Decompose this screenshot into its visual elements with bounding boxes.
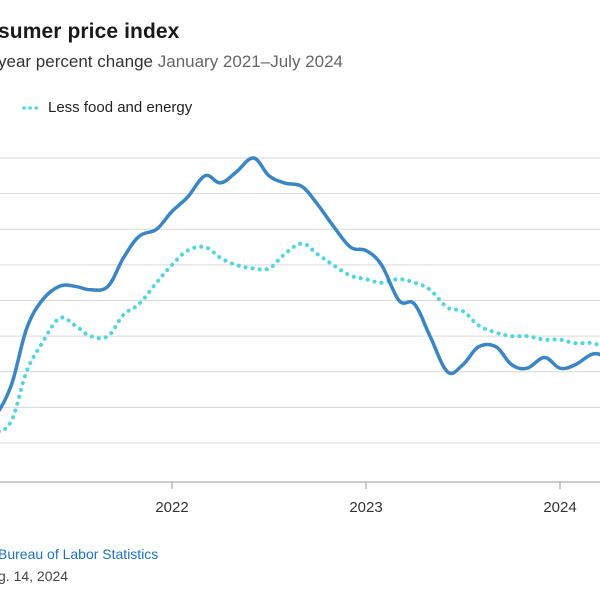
legend-label-core: Less food and energy xyxy=(48,99,193,116)
chart-legend: Less food and energy xyxy=(22,99,192,116)
x-tick-label-2023: 2023 xyxy=(349,499,382,516)
series-line-headline xyxy=(0,156,600,413)
series-line-core xyxy=(0,241,600,434)
gridlines xyxy=(0,157,600,483)
publish-date: g. 14, 2024 xyxy=(0,568,69,584)
chart-title: sumer price index xyxy=(0,20,180,43)
x-tick-label-2024: 2024 xyxy=(543,499,576,516)
subtitle-date-range: January 2021–July 2024 xyxy=(157,52,343,71)
series-lines xyxy=(0,156,600,434)
x-tick-label-2022: 2022 xyxy=(155,499,188,516)
source-credit: Bureau of Labor Statistics xyxy=(0,546,159,562)
subtitle-measure: year percent change xyxy=(0,52,153,71)
x-axis-ticks: 2022 2023 2024 xyxy=(155,482,577,516)
chart-subtitle: year percent change January 2021–July 20… xyxy=(0,52,343,72)
legend-dotted-line-swatch xyxy=(22,105,40,110)
